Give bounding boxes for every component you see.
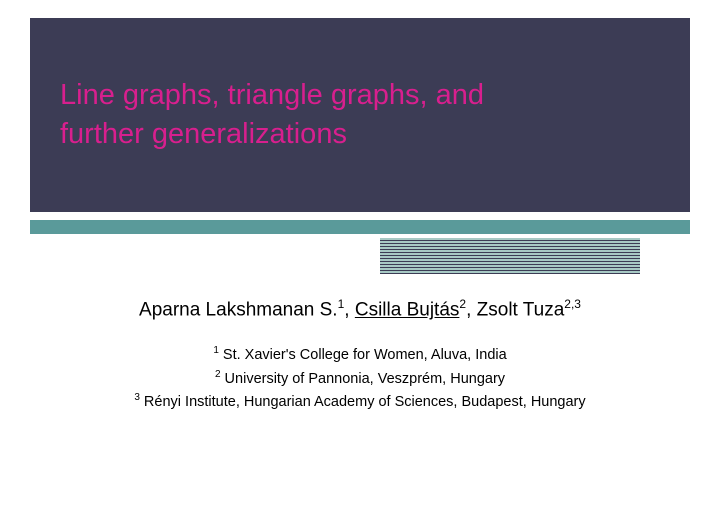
author-sep-2: , <box>466 300 477 321</box>
affiliations-block: 1 St. Xavier's College for Women, Aluva,… <box>60 343 660 413</box>
authors-line: Aparna Lakshmanan S.1, Csilla Bujtás2, Z… <box>40 296 680 323</box>
title-block: Line graphs, triangle graphs, and furthe… <box>30 18 690 212</box>
author-2-name: Csilla Bujtás <box>355 300 460 321</box>
hatch-decoration <box>380 238 640 274</box>
author-sep-1: , <box>344 300 355 321</box>
title-line-2: further generalizations <box>60 118 347 150</box>
affiliation-2-text: University of Pannonia, Veszprém, Hungar… <box>221 370 506 386</box>
divider-band <box>30 220 690 234</box>
affiliation-1: 1 St. Xavier's College for Women, Aluva,… <box>60 343 660 366</box>
author-3-name: Zsolt Tuza <box>477 300 565 321</box>
affiliation-1-text: St. Xavier's College for Women, Aluva, I… <box>219 347 507 363</box>
title-line-1: Line graphs, triangle graphs, and <box>60 79 484 111</box>
author-3-sup: 2,3 <box>564 297 581 311</box>
affiliation-3: 3 Rényi Institute, Hungarian Academy of … <box>60 390 660 413</box>
affiliation-2: 2 University of Pannonia, Veszprém, Hung… <box>60 367 660 390</box>
hatch-decoration-wrap <box>30 238 690 274</box>
author-1-name: Aparna Lakshmanan S. <box>139 300 338 321</box>
affiliation-3-text: Rényi Institute, Hungarian Academy of Sc… <box>140 394 586 410</box>
slide-title: Line graphs, triangle graphs, and furthe… <box>60 76 660 154</box>
